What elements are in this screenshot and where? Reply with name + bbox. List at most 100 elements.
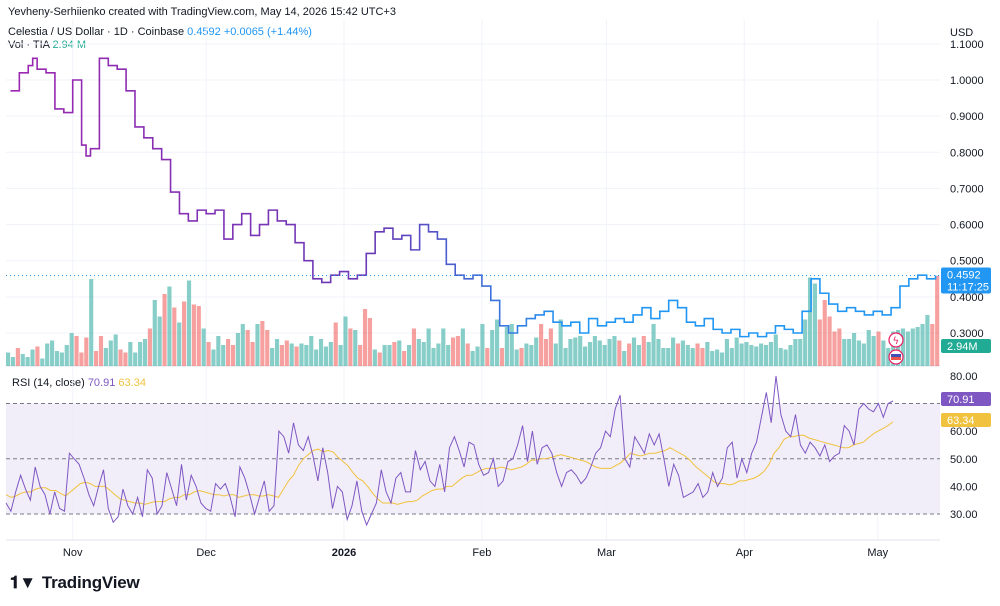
volume-bar xyxy=(891,331,896,366)
volume-bar xyxy=(837,328,842,366)
volume-bar xyxy=(881,340,886,366)
time-tick-label: Feb xyxy=(472,547,491,559)
volume-bar xyxy=(578,336,583,366)
volume-bar xyxy=(856,340,862,366)
volume-bar xyxy=(54,351,60,366)
volume-bar xyxy=(504,327,509,366)
price-line xyxy=(10,57,937,338)
last-price: 0.4592 xyxy=(187,26,221,38)
volume-bar xyxy=(490,330,495,366)
volume-bar xyxy=(719,352,725,366)
rsi-value: 70.91 xyxy=(87,377,116,389)
volume-bar xyxy=(558,319,563,366)
volume-bar xyxy=(431,348,436,366)
volume-bar xyxy=(299,343,304,366)
price-axis[interactable]: 1.1000 1.0000 0.9000 0.8000 0.7000 0.6000 0.50… xyxy=(950,39,984,521)
lightning-icon-glyph: ϟ xyxy=(893,336,900,347)
volume-bar xyxy=(920,324,925,366)
volume-bar xyxy=(284,340,289,366)
volume-bar xyxy=(84,337,89,366)
volume-bar xyxy=(20,354,25,366)
volume-bar xyxy=(685,345,690,366)
volume-bar xyxy=(612,336,617,366)
symbol-legend[interactable]: Celestia / US Dollar · 1D · Coinbase 0.4… xyxy=(8,26,312,38)
volume-bar xyxy=(270,348,275,366)
volume-bar xyxy=(832,331,837,366)
volume-bar xyxy=(289,343,294,366)
volume-bar xyxy=(372,349,377,366)
volume-bar xyxy=(118,349,123,366)
volume-bar xyxy=(739,343,744,366)
volume-bar xyxy=(411,328,417,366)
volume-bar xyxy=(304,345,309,366)
price-tick-label: 0.9000 xyxy=(950,111,984,123)
volume-bar xyxy=(142,339,148,366)
volume-bar xyxy=(392,342,397,366)
volume-bar xyxy=(495,319,500,366)
time-tick-label: May xyxy=(867,547,888,559)
volume-bar xyxy=(182,301,187,366)
rsi-ma-value: 63.34 xyxy=(118,377,146,389)
volume-bar xyxy=(45,343,50,366)
rsi-ma-tag-bg xyxy=(941,413,991,427)
volume-bar xyxy=(724,339,729,366)
volume-bar xyxy=(338,345,343,366)
volume-value: 2.94 M xyxy=(52,39,87,51)
volume-bar xyxy=(812,283,818,366)
volume-bar xyxy=(871,336,876,366)
volume-bar xyxy=(108,340,113,366)
rsi-ma-tag: 63.34 xyxy=(947,415,975,427)
volume-bar xyxy=(793,339,798,366)
volume-bar xyxy=(240,324,245,366)
volume-bar xyxy=(113,334,118,366)
volume-bar xyxy=(656,339,661,366)
volume-bar xyxy=(196,306,201,366)
volume-bar xyxy=(69,333,74,366)
volume-bar xyxy=(382,345,387,366)
volume-bar xyxy=(534,337,539,366)
volume-bar xyxy=(328,342,333,366)
rsi-tick-label: 80.00 xyxy=(950,371,978,383)
volume-bar xyxy=(123,352,128,366)
volume-bar xyxy=(250,342,255,366)
volume-bar xyxy=(915,327,920,366)
volume-bar xyxy=(436,343,441,366)
volume-bar xyxy=(15,348,20,366)
time-tick-label: Mar xyxy=(597,547,616,559)
chart-credit: Yevheny-Serhiienko created with TradingV… xyxy=(8,6,396,18)
price-tag: 0.4592 xyxy=(947,269,981,281)
rsi-tick-label: 50.00 xyxy=(950,454,978,466)
volume-legend[interactable]: Vol · TIA 2.94 M xyxy=(8,39,86,51)
volume-bar xyxy=(617,340,622,366)
currency-label[interactable]: USD xyxy=(950,27,973,39)
volume-bar xyxy=(152,300,157,366)
volume-bar xyxy=(260,321,265,366)
volume-bar xyxy=(279,345,284,366)
volume-bar xyxy=(25,357,30,366)
volume-bar xyxy=(402,351,407,366)
volume-tag-bg xyxy=(941,339,991,353)
volume-bar xyxy=(226,339,231,366)
volume-bar xyxy=(167,286,172,366)
volume-bar xyxy=(568,339,573,366)
volume-bar xyxy=(817,319,822,366)
rsi-legend[interactable]: RSI (14, close) 70.91 63.34 xyxy=(12,377,146,389)
volume-bar xyxy=(597,340,602,366)
volume-bar xyxy=(348,328,353,366)
volume-bar xyxy=(133,352,138,366)
price-tick-label: 0.8000 xyxy=(950,147,984,159)
volume-bar xyxy=(201,328,206,366)
volume-bar xyxy=(191,304,196,366)
volume-bar xyxy=(646,342,651,366)
volume-bar xyxy=(186,280,192,366)
volume-bar xyxy=(529,345,534,366)
price-tick-label: 0.7000 xyxy=(950,183,984,195)
volume-bar xyxy=(265,330,270,366)
time-axis[interactable]: Nov Dec 2026 Feb Mar Apr May xyxy=(63,547,889,559)
volume-bar xyxy=(172,307,177,366)
volume-bar xyxy=(98,336,104,366)
volume-bar xyxy=(157,316,162,366)
volume-bar xyxy=(470,351,475,366)
